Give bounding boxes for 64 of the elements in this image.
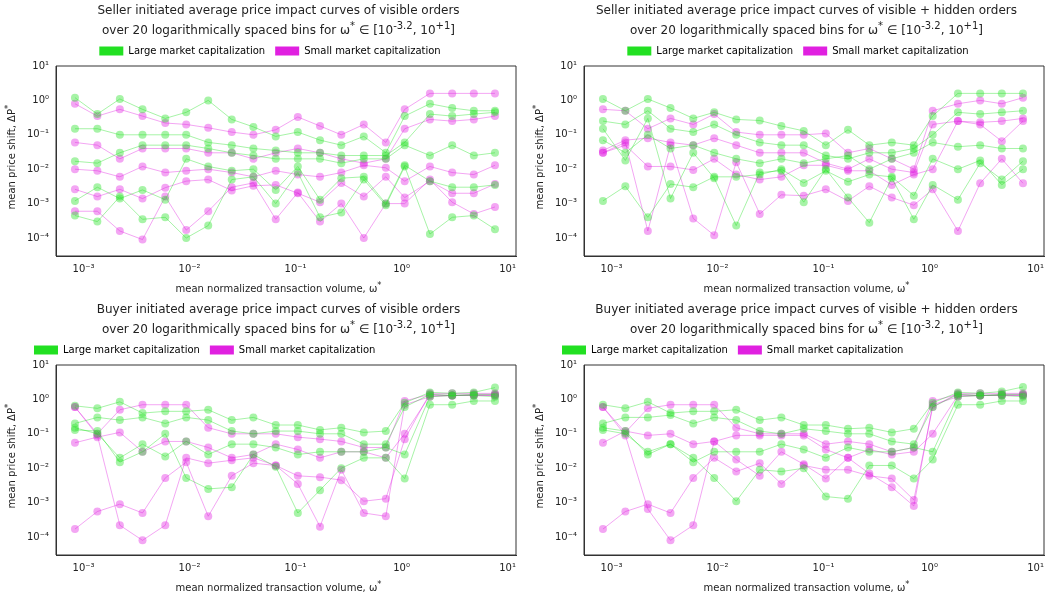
x-tick-label: 10⁻²	[706, 561, 729, 573]
x-tick-label: 10⁻²	[178, 262, 201, 274]
x-tick-label: 10¹	[1027, 561, 1044, 573]
y-tick-label: 10⁻³	[27, 197, 50, 209]
legend-label: Small market capitalization	[304, 44, 441, 56]
x-tick-label: 10⁰	[921, 561, 938, 573]
y-tick-label: 10¹	[32, 358, 50, 370]
y-tick-label: 10⁰	[560, 94, 578, 105]
x-tick-label: 10¹	[499, 262, 516, 274]
x-tick-label: 10⁻¹	[812, 561, 835, 573]
y-tick-label: 10⁻⁴	[555, 231, 578, 243]
y-tick-label: 10⁻³	[555, 197, 578, 209]
y-tick-label: 10⁻¹	[27, 128, 50, 140]
y-tick-label: 10⁻⁴	[27, 231, 50, 243]
x-tick-label: 10⁻²	[706, 262, 729, 274]
legend-label: Small market capitalization	[766, 343, 904, 355]
y-tick-label: 10⁻²	[555, 162, 578, 174]
x-tick-label: 10⁰	[393, 262, 410, 274]
x-tick-label: 10⁻³	[72, 262, 95, 274]
x-tick-label: 10⁰	[393, 561, 410, 573]
y-tick-label: 10⁻²	[27, 461, 50, 473]
x-tick-label: 10⁻³	[600, 262, 623, 274]
y-tick-label: 10⁻³	[555, 496, 578, 508]
y-tick-label: 10⁻²	[27, 162, 50, 174]
chart-subtitle: over 20 logarithmically spaced bins for ω$^{*}$ ∈ [10$^{-3.2}$, 10$^{+1}$]	[102, 319, 455, 336]
x-tick-label: 10⁻¹	[812, 262, 835, 274]
y-tick-label: 10⁰	[560, 393, 578, 404]
y-tick-label: 10⁻¹	[555, 427, 578, 439]
y-tick-label: 10¹	[560, 358, 578, 370]
y-tick-label: 10⁻¹	[555, 128, 578, 140]
x-tick-label: 10⁻³	[600, 561, 623, 573]
legend-label: Large market capitalization	[128, 44, 266, 56]
y-tick-label: 10⁻⁴	[27, 530, 50, 542]
x-axis-title: mean normalized transaction volume, ω$^{*}$	[702, 579, 911, 594]
chart-title: Seller initiated average price impact curves of visible orders	[97, 3, 460, 17]
chart-title: Buyer initiated average price impact curves of visible + hidden orders	[595, 302, 1018, 316]
y-tick-label: 10⁻⁴	[555, 530, 578, 542]
x-axis-title: mean normalized transaction volume, ω$^{*}$	[174, 280, 383, 295]
x-tick-label: 10⁻³	[72, 561, 95, 573]
chart-subtitle: over 20 logarithmically spaced bins for ω$^{*}$ ∈ [10$^{-3.2}$, 10$^{+1}$]	[630, 20, 983, 37]
legend-label: Large market capitalization	[591, 343, 728, 355]
legend-label: Small market capitalization	[238, 343, 376, 355]
x-axis-title: mean normalized transaction volume, ω$^{*}$	[702, 280, 911, 295]
x-tick-label: 10⁻²	[178, 561, 201, 573]
y-tick-label: 10¹	[560, 59, 578, 71]
y-tick-label: 10⁻¹	[27, 427, 50, 439]
y-tick-label: 10⁰	[32, 94, 50, 105]
x-tick-label: 10⁻¹	[284, 561, 307, 573]
x-tick-label: 10⁻¹	[284, 262, 307, 274]
x-axis-title: mean normalized transaction volume, ω$^{*}$	[174, 579, 383, 594]
y-tick-label: 10¹	[32, 59, 50, 71]
chart-title: Seller initiated average price impact curves of visible + hidden orders	[595, 3, 1018, 17]
x-tick-label: 10⁰	[921, 262, 938, 274]
x-tick-label: 10¹	[1027, 262, 1044, 274]
chart-subtitle: over 20 logarithmically spaced bins for ω$^{*}$ ∈ [10$^{-3.2}$, 10$^{+1}$]	[630, 319, 983, 336]
y-tick-label: 10⁻²	[555, 461, 578, 473]
legend-label: Large market capitalization	[656, 44, 794, 56]
legend-label: Large market capitalization	[63, 343, 200, 355]
x-tick-label: 10¹	[499, 561, 516, 573]
chart-subtitle: over 20 logarithmically spaced bins for ω$^{*}$ ∈ [10$^{-3.2}$, 10$^{+1}$]	[102, 20, 455, 37]
chart-title: Buyer initiated average price impact curves of visible orders	[96, 302, 461, 316]
y-tick-label: 10⁰	[32, 393, 50, 404]
legend-label: Small market capitalization	[832, 44, 969, 56]
y-tick-label: 10⁻³	[27, 496, 50, 508]
